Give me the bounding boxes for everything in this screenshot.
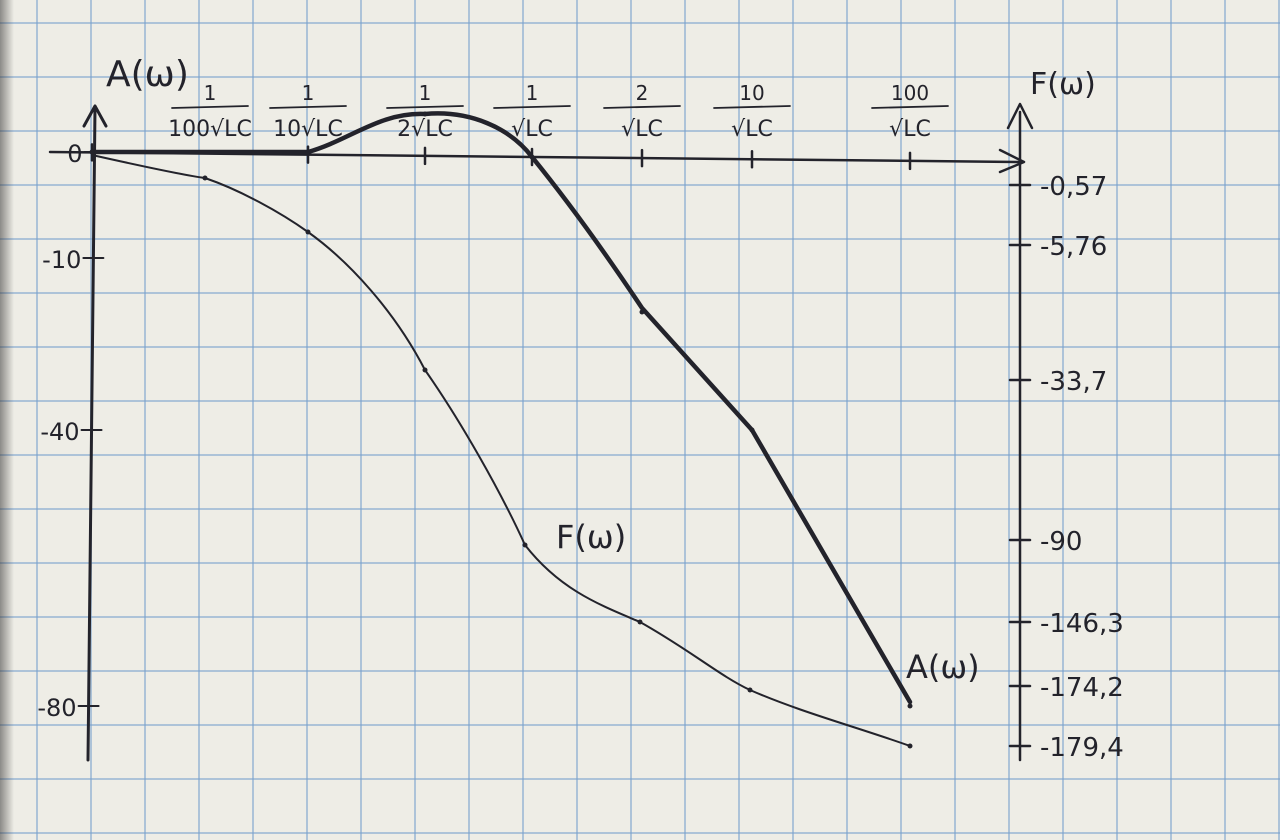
series-f-point [202,175,208,181]
x-tick-numerator: 2 [636,81,649,105]
x-tick-fraction-bar [493,105,571,109]
right-ticks: -0,57 -5,76 -33,7 -90 -146,3 -174,2 -179,4 [1008,172,1124,763]
series-a-point [422,111,428,117]
x-tick-denominator: √LC [621,117,663,142]
right-tick-label: -174,2 [1040,673,1124,703]
series-f-point [422,367,428,373]
x-tick-denominator: √LC [889,117,931,142]
x-tick-fraction-bar [713,105,791,109]
left-axis-title: A(ω) [106,54,189,95]
x-tick-numerator: 1 [302,81,315,105]
series-a-point [89,149,95,155]
right-tick-label: -90 [1040,527,1082,557]
series-f-point [907,743,913,749]
series-a-curve [89,111,913,705]
x-tick-denominator: 10√LC [273,117,343,142]
x-tick-numerator: 10 [739,81,764,105]
x-tick-denominator: √LC [731,117,773,142]
left-tick-label: -10 [42,246,81,274]
series-f-point [305,229,311,235]
series-points [89,111,913,749]
x-tick-fraction-bar [603,105,681,109]
x-axis-arrow [998,148,1026,174]
series-f-point [747,687,753,693]
left-tick-label: -80 [37,694,76,722]
x-tick-numerator: 100 [891,81,929,105]
x-tick-fraction-bar [386,105,464,109]
right-tick-label: -179,4 [1040,733,1124,763]
x-tick-denominator: √LC [511,117,553,142]
right-tick-label: -33,7 [1040,367,1107,397]
x-tick-denominator: 100√LC [168,117,252,142]
x-tick-fraction-bar [171,105,249,109]
series-a-point [639,309,645,315]
series-f-label: F(ω) [556,518,626,556]
left-ticks: 0 -10 -40 -80 [37,140,106,722]
left-tick-label: -40 [40,418,79,446]
left-axis-arrow [82,104,108,128]
right-tick-label: -146,3 [1040,609,1124,639]
x-tick-fraction-bar [269,105,347,109]
x-tick-numerator: 1 [204,81,217,105]
left-y-axis [86,106,97,762]
notebook-binding-edge [0,0,14,840]
series-a-point [749,427,755,433]
right-tick-label: -0,57 [1040,172,1107,202]
x-tick-denominator: 2√LC [397,117,453,142]
right-axis-title: F(ω) [1030,67,1096,102]
series-a-point [305,149,311,155]
series-a-label: A(ω) [906,648,980,686]
right-tick-label: -5,76 [1040,232,1107,262]
x-tick-fraction-bar [871,105,949,109]
x-tick-numerator: 1 [526,81,539,105]
series-a-point [907,703,913,709]
series-f-point [522,542,528,548]
series-f-curve [91,154,911,747]
left-tick-label: 0 [67,140,82,168]
series-a-point [529,154,535,160]
series-f-point [637,619,643,625]
right-axis-arrow [1006,102,1034,130]
x-tick-numerator: 1 [419,81,432,105]
